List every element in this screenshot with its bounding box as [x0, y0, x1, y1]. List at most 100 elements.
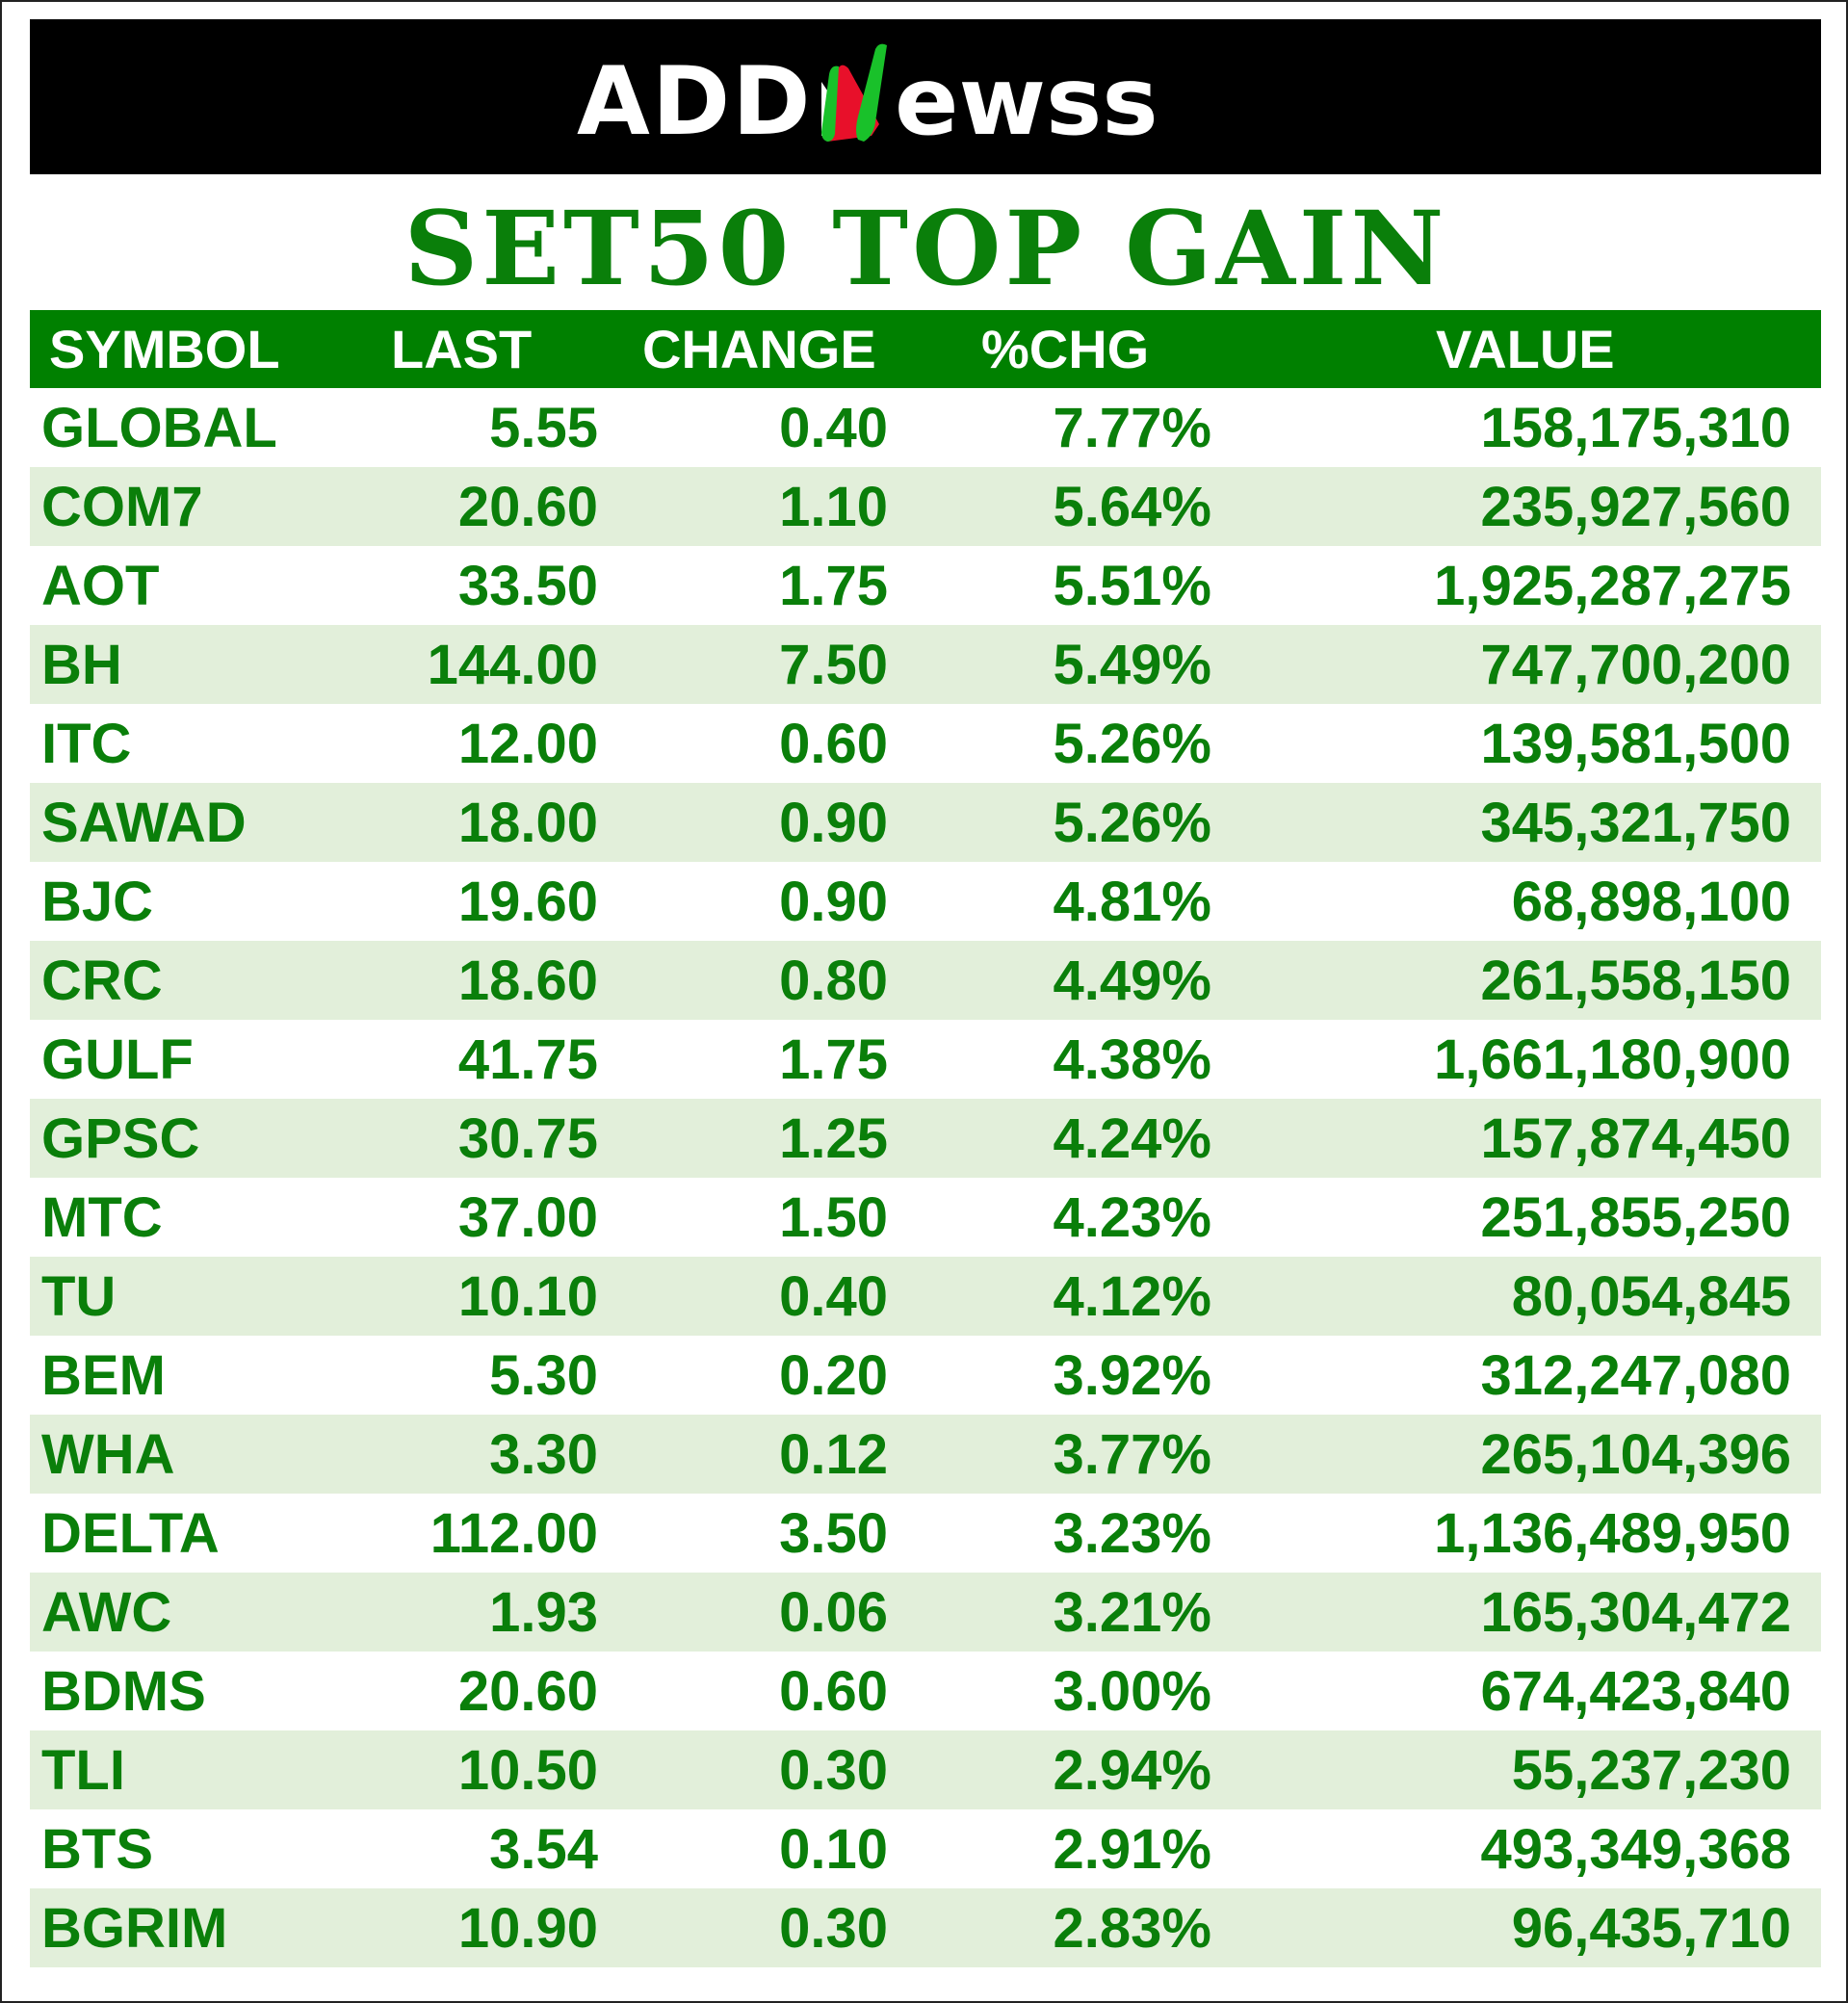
change-cell: 7.50 — [779, 633, 888, 696]
symbol-cell: GULF — [41, 1028, 194, 1091]
symbol-cell: BGRIM — [41, 1896, 228, 1960]
last-cell: 20.60 — [457, 475, 598, 538]
pct-change-cell: 3.77% — [1053, 1422, 1211, 1486]
table-row: TLI 10.50 0.30 2.94% 55,237,230 — [30, 1730, 1821, 1809]
value-cell: 80,054,845 — [1511, 1264, 1791, 1328]
last-cell: 20.60 — [457, 1659, 598, 1723]
symbol-cell: COM7 — [41, 475, 203, 538]
value-cell: 55,237,230 — [1511, 1738, 1791, 1802]
symbol-cell: GPSC — [41, 1106, 200, 1170]
header-last: LAST — [391, 319, 533, 379]
table-body: GLOBAL 5.55 0.40 7.77% 158,175,310 COM7 20.60 1… — [30, 388, 1821, 1967]
svg-text:ADD: ADD — [577, 47, 813, 155]
change-cell: 0.06 — [779, 1580, 888, 1644]
pct-change-cell: 7.77% — [1053, 396, 1211, 459]
symbol-cell: CRC — [41, 949, 163, 1012]
table-row: GPSC 30.75 1.25 4.24% 157,874,450 — [30, 1099, 1821, 1178]
table-row: BEM 5.30 0.20 3.92% 312,247,080 — [30, 1336, 1821, 1415]
pct-change-cell: 5.51% — [1053, 554, 1211, 617]
symbol-cell: BJC — [41, 870, 154, 933]
header-change: CHANGE — [642, 319, 876, 379]
change-cell: 0.80 — [779, 949, 888, 1012]
pct-change-cell: 4.81% — [1053, 870, 1211, 933]
change-cell: 0.10 — [779, 1817, 888, 1881]
table-row: AOT 33.50 1.75 5.51% 1,925,287,275 — [30, 546, 1821, 625]
logo-banner: ADD ewss — [30, 19, 1821, 174]
pct-change-cell: 4.12% — [1053, 1264, 1211, 1328]
last-cell: 112.00 — [429, 1501, 598, 1565]
pct-change-cell: 2.83% — [1053, 1896, 1211, 1960]
page-title: SET50 TOP GAIN — [403, 188, 1448, 308]
value-cell: 1,136,489,950 — [1434, 1501, 1791, 1565]
last-cell: 10.10 — [457, 1264, 598, 1328]
value-cell: 261,558,150 — [1480, 949, 1791, 1012]
table-row: BH 144.00 7.50 5.49% 747,700,200 — [30, 625, 1821, 704]
symbol-cell: AWC — [41, 1580, 172, 1644]
last-cell: 1.93 — [489, 1580, 598, 1644]
table-row: BGRIM 10.90 0.30 2.83% 96,435,710 — [30, 1888, 1821, 1967]
last-cell: 18.60 — [457, 949, 598, 1012]
table-row: WHA 3.30 0.12 3.77% 265,104,396 — [30, 1415, 1821, 1494]
pct-change-cell: 5.26% — [1053, 791, 1211, 854]
table-row: GULF 41.75 1.75 4.38% 1,661,180,900 — [30, 1020, 1821, 1099]
table-row: AWC 1.93 0.06 3.21% 165,304,472 — [30, 1573, 1821, 1652]
last-cell: 5.55 — [489, 396, 598, 459]
symbol-cell: MTC — [41, 1185, 163, 1249]
value-cell: 157,874,450 — [1480, 1106, 1791, 1170]
value-cell: 158,175,310 — [1480, 396, 1791, 459]
value-cell: 165,304,472 — [1480, 1580, 1791, 1644]
change-cell: 1.25 — [779, 1106, 888, 1170]
pct-change-cell: 5.49% — [1053, 633, 1211, 696]
table-row: MTC 37.00 1.50 4.23% 251,855,250 — [30, 1178, 1821, 1257]
change-cell: 0.30 — [779, 1738, 888, 1802]
symbol-cell: GLOBAL — [41, 396, 277, 459]
header-symbol: SYMBOL — [49, 319, 280, 379]
table-row: BJC 19.60 0.90 4.81% 68,898,100 — [30, 862, 1821, 941]
pct-change-cell: 4.49% — [1053, 949, 1211, 1012]
pct-change-cell: 3.00% — [1053, 1659, 1211, 1723]
pct-change-cell: 4.38% — [1053, 1028, 1211, 1091]
value-cell: 345,321,750 — [1480, 791, 1791, 854]
last-cell: 33.50 — [457, 554, 598, 617]
change-cell: 0.20 — [779, 1343, 888, 1407]
pct-change-cell: 4.24% — [1053, 1106, 1211, 1170]
change-cell: 0.90 — [779, 870, 888, 933]
value-cell: 139,581,500 — [1480, 712, 1791, 775]
change-cell: 1.75 — [779, 554, 888, 617]
symbol-cell: WHA — [41, 1422, 175, 1486]
pct-change-cell: 5.26% — [1053, 712, 1211, 775]
symbol-cell: SAWAD — [41, 791, 247, 854]
symbol-cell: TLI — [41, 1738, 125, 1802]
last-cell: 18.00 — [457, 791, 598, 854]
change-cell: 0.12 — [779, 1422, 888, 1486]
pct-change-cell: 4.23% — [1053, 1185, 1211, 1249]
value-cell: 265,104,396 — [1480, 1422, 1791, 1486]
change-cell: 1.50 — [779, 1185, 888, 1249]
value-cell: 747,700,200 — [1480, 633, 1791, 696]
change-cell: 0.90 — [779, 791, 888, 854]
value-cell: 68,898,100 — [1511, 870, 1791, 933]
table-row: DELTA 112.00 3.50 3.23% 1,136,489,950 — [30, 1494, 1821, 1573]
last-cell: 41.75 — [457, 1028, 598, 1091]
value-cell: 96,435,710 — [1511, 1896, 1791, 1960]
table-row: BDMS 20.60 0.60 3.00% 674,423,840 — [30, 1652, 1821, 1730]
stock-table: SYMBOL LAST CHANGE %CHG VALUE GLOBAL 5.55… — [30, 310, 1821, 1967]
symbol-cell: BEM — [41, 1343, 166, 1407]
last-cell: 10.50 — [457, 1738, 598, 1802]
last-cell: 3.54 — [489, 1817, 598, 1881]
table-row: BTS 3.54 0.10 2.91% 493,349,368 — [30, 1809, 1821, 1888]
table-header: SYMBOL LAST CHANGE %CHG VALUE — [30, 310, 1821, 388]
pct-change-cell: 3.23% — [1053, 1501, 1211, 1565]
value-cell: 251,855,250 — [1480, 1185, 1791, 1249]
pct-change-cell: 2.91% — [1053, 1817, 1211, 1881]
pct-change-cell: 5.64% — [1053, 475, 1211, 538]
symbol-cell: BTS — [41, 1817, 153, 1881]
value-cell: 674,423,840 — [1480, 1659, 1791, 1723]
change-cell: 0.30 — [779, 1896, 888, 1960]
symbol-cell: AOT — [41, 554, 160, 617]
last-cell: 5.30 — [489, 1343, 598, 1407]
last-cell: 19.60 — [457, 870, 598, 933]
change-cell: 0.40 — [779, 1264, 888, 1328]
header-pct-change: %CHG — [981, 319, 1150, 379]
last-cell: 37.00 — [457, 1185, 598, 1249]
